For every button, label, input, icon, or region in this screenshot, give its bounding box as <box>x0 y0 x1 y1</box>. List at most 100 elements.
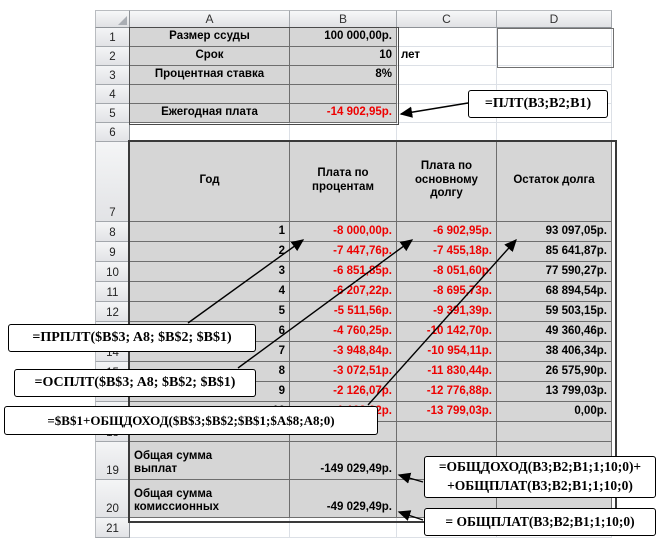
cell-C6[interactable] <box>397 123 497 142</box>
row-header-21[interactable]: 21 <box>95 518 130 538</box>
cell-C1[interactable] <box>397 28 497 47</box>
callout-prplt-formula[interactable]: =ПРПЛТ($B$3; A8; $B$2; $B$1) <box>8 324 256 352</box>
cell-B9[interactable]: -7 447,76р. <box>290 242 397 262</box>
cell-D10[interactable]: 77 590,27р. <box>497 262 612 282</box>
callout-total-payments-formula[interactable]: =ОБЩДОХОД(B3;B2;B1;1;10;0)+ +ОБЩПЛАТ(B3;… <box>424 456 656 498</box>
column-header-d[interactable]: D <box>497 10 612 28</box>
cell-B16[interactable]: -2 126,07р. <box>290 382 397 402</box>
cell-D6[interactable] <box>497 123 612 142</box>
cell-C11[interactable]: -8 695,73р. <box>397 282 497 302</box>
cell-A19[interactable]: Общая сумма выплат <box>130 442 290 480</box>
cell-D3[interactable] <box>497 66 612 85</box>
cell-C3[interactable] <box>397 66 497 85</box>
row-header-1[interactable]: 1 <box>95 28 130 47</box>
cell-A20[interactable]: Общая сумма комиссионных <box>130 480 290 518</box>
cell-A12[interactable]: 5 <box>130 302 290 322</box>
cell-C7[interactable]: Плата по основному долгу <box>397 142 497 222</box>
cell-A1[interactable]: Размер ссуды <box>130 28 290 47</box>
cell-C13[interactable]: -10 142,70р. <box>397 322 497 342</box>
callout-total-line2: +ОБЩПЛАТ(B3;B2;B1;1;10;0) <box>447 478 633 493</box>
cell-B15[interactable]: -3 072,51р. <box>290 362 397 382</box>
cell-A6[interactable] <box>130 123 290 142</box>
cell-D7[interactable]: Остаток долга <box>497 142 612 222</box>
callout-osplt-formula[interactable]: =ОСПЛТ($B$3; A8; $B$2; $B$1) <box>14 369 256 397</box>
cell-B5[interactable]: -14 902,95р. <box>290 104 397 123</box>
cell-B13[interactable]: -4 760,25р. <box>290 322 397 342</box>
row-header-20[interactable]: 20 <box>95 480 130 518</box>
cell-D16[interactable]: 13 799,03р. <box>497 382 612 402</box>
cell-C15[interactable]: -11 830,44р. <box>397 362 497 382</box>
cell-A2[interactable]: Срок <box>130 47 290 66</box>
row-header-5[interactable]: 5 <box>95 104 130 123</box>
sheet-row-2: 2 Срок 10 лет <box>95 47 612 66</box>
row-header-12[interactable]: 12 <box>95 302 130 322</box>
cell-A11[interactable]: 4 <box>130 282 290 302</box>
cell-B8[interactable]: -8 000,00р. <box>290 222 397 242</box>
cell-B10[interactable]: -6 851,85р. <box>290 262 397 282</box>
row-header-9[interactable]: 9 <box>95 242 130 262</box>
cell-A9[interactable]: 2 <box>130 242 290 262</box>
cell-D17[interactable]: 0,00р. <box>497 402 612 422</box>
cell-D9[interactable]: 85 641,87р. <box>497 242 612 262</box>
select-all-corner[interactable] <box>95 10 130 28</box>
sheet-row-8: 8 1 -8 000,00р. -6 902,95р. 93 097,05р. <box>95 222 612 242</box>
cell-D2[interactable] <box>497 47 612 66</box>
cell-A7[interactable]: Год <box>130 142 290 222</box>
cell-B20[interactable]: -49 029,49р. <box>290 480 397 518</box>
cell-C8[interactable]: -6 902,95р. <box>397 222 497 242</box>
row-header-11[interactable]: 11 <box>95 282 130 302</box>
cell-A10[interactable]: 3 <box>130 262 290 282</box>
callout-plt-formula[interactable]: =ПЛТ(B3;B2;B1) <box>468 90 608 118</box>
cell-D13[interactable]: 49 360,46р. <box>497 322 612 342</box>
cell-B12[interactable]: -5 511,56р. <box>290 302 397 322</box>
cell-D15[interactable]: 26 575,90р. <box>497 362 612 382</box>
cell-C16[interactable]: -12 776,88р. <box>397 382 497 402</box>
cell-B7[interactable]: Плата по процентам <box>290 142 397 222</box>
column-header-b[interactable]: B <box>290 10 397 28</box>
select-all-triangle-icon <box>118 16 127 25</box>
row-header-8[interactable]: 8 <box>95 222 130 242</box>
column-header-a[interactable]: A <box>130 10 290 28</box>
callout-obshplat-formula[interactable]: = ОБЩПЛАТ(B3;B2;B1;1;10;0) <box>424 508 656 536</box>
cell-C2[interactable]: лет <box>397 47 497 66</box>
cell-B2[interactable]: 10 <box>290 47 397 66</box>
column-header-c[interactable]: C <box>397 10 497 28</box>
row-header-3[interactable]: 3 <box>95 66 130 85</box>
callout-obshdohod-formula[interactable]: =$B$1+ОБЩДОХОД($B$3;$B$2;$B$1;$A$8;A8;0) <box>4 406 378 435</box>
cell-B1[interactable]: 100 000,00р. <box>290 28 397 47</box>
cell-B6[interactable] <box>290 123 397 142</box>
cell-B19[interactable]: -149 029,49р. <box>290 442 397 480</box>
row-header-4[interactable]: 4 <box>95 85 130 104</box>
cell-A8[interactable]: 1 <box>130 222 290 242</box>
cell-B3[interactable]: 8% <box>290 66 397 85</box>
cell-B11[interactable]: -6 207,22р. <box>290 282 397 302</box>
cell-C12[interactable]: -9 391,39р. <box>397 302 497 322</box>
cell-B21[interactable] <box>290 518 397 538</box>
row-header-10[interactable]: 10 <box>95 262 130 282</box>
cell-C10[interactable]: -8 051,60р. <box>397 262 497 282</box>
cell-D14[interactable]: 38 406,34р. <box>497 342 612 362</box>
cell-C17[interactable]: -13 799,03р. <box>397 402 497 422</box>
cell-D11[interactable]: 68 894,54р. <box>497 282 612 302</box>
cell-B4[interactable] <box>290 85 397 104</box>
row-header-6[interactable]: 6 <box>95 123 130 142</box>
cell-A4[interactable] <box>130 85 290 104</box>
callout-total-line1: =ОБЩДОХОД(B3;B2;B1;1;10;0)+ <box>438 459 642 475</box>
row-header-19[interactable]: 19 <box>95 442 130 480</box>
cell-A3[interactable]: Процентная ставка <box>130 66 290 85</box>
cell-D8[interactable]: 93 097,05р. <box>497 222 612 242</box>
cell-A5[interactable]: Ежегодная плата <box>130 104 290 123</box>
cell-C18[interactable] <box>397 422 497 442</box>
cell-D12[interactable]: 59 503,15р. <box>497 302 612 322</box>
cell-D18[interactable] <box>497 422 612 442</box>
sheet-row-9: 9 2 -7 447,76р. -7 455,18р. 85 641,87р. <box>95 242 612 262</box>
cell-D1[interactable] <box>497 28 612 47</box>
sheet-row-6: 6 <box>95 123 612 142</box>
cell-C9[interactable]: -7 455,18р. <box>397 242 497 262</box>
row-header-2[interactable]: 2 <box>95 47 130 66</box>
row-header-7[interactable]: 7 <box>95 142 130 222</box>
cell-B14[interactable]: -3 948,84р. <box>290 342 397 362</box>
cell-C14[interactable]: -10 954,11р. <box>397 342 497 362</box>
cell-A21[interactable] <box>130 518 290 538</box>
